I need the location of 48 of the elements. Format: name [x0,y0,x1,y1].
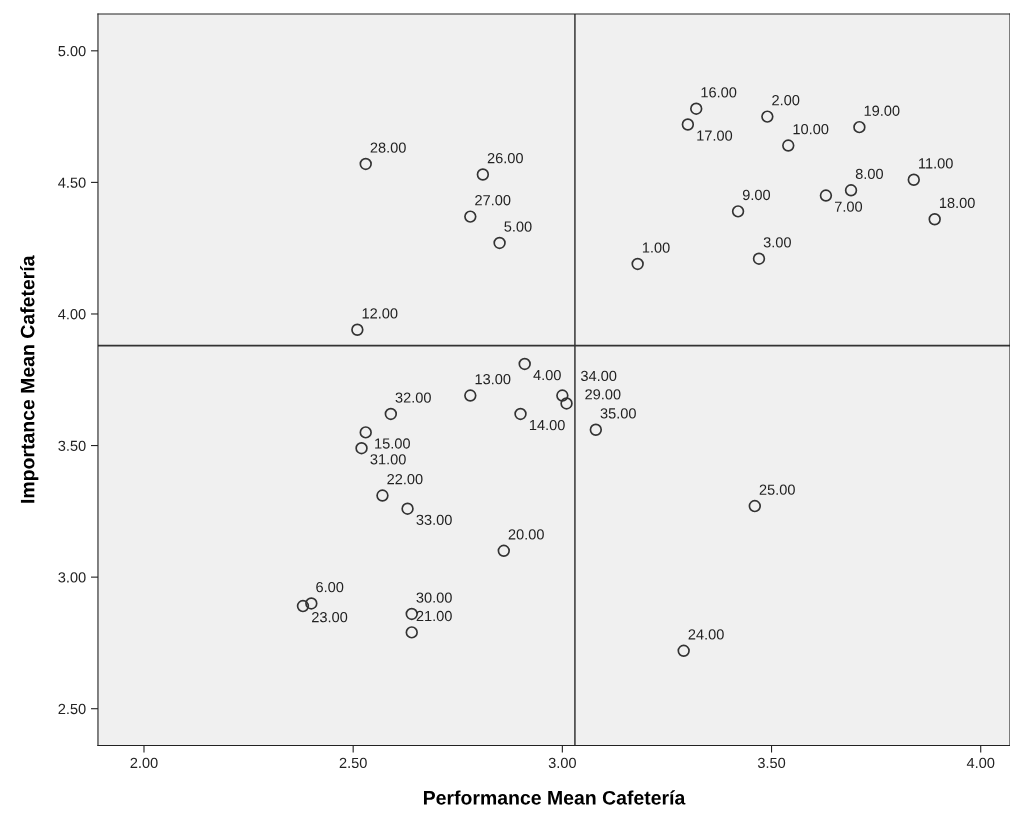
annotation: 9.00 [742,189,771,201]
x-tick-label: 4.00 [966,757,995,769]
annotation: 8.00 [855,168,883,180]
x-tick-label: 2.00 [130,757,158,769]
annotation: 5.00 [504,221,532,232]
annotation: 26.00 [487,152,523,164]
x-tick-label: 3.50 [757,757,786,769]
annotation: 29.00 [585,389,621,400]
y-tick-label: 5.00 [58,45,86,57]
annotation: 28.00 [370,142,406,153]
annotation: 4.00 [533,369,561,381]
annotation: 7.00 [835,201,863,212]
annotation: 20.00 [508,529,544,540]
annotation: 12.00 [362,308,398,319]
annotation: 18.00 [939,197,975,209]
annotation: 14.00 [529,419,565,431]
annotation: 10.00 [793,124,829,135]
annotation: 32.00 [395,392,431,403]
annotation: 13.00 [475,374,511,385]
annotation: 33.00 [416,514,452,525]
annotation: 31.00 [370,454,406,465]
annotation: 3.00 [763,237,791,248]
annotation: 30.00 [416,592,452,603]
annotation: 1.00 [642,242,670,253]
annotation: 21.00 [416,610,452,622]
annotation: 6.00 [316,581,344,593]
annotation: 16.00 [701,87,737,98]
annotation: 2.00 [772,95,800,106]
x-tick-label: 3.00 [548,757,576,769]
annotation: 27.00 [475,195,511,206]
annotation: 22.00 [387,474,423,485]
annotation: 11.00 [919,158,953,169]
y-tick-label: 4.00 [58,309,86,320]
annotation: 19.00 [864,105,900,116]
x-axis-title: Performance Mean Cafetería [423,790,686,805]
annotation: 24.00 [688,629,724,640]
y-tick-label: 3.00 [58,572,86,583]
y-axis-title: Importance Mean Cafetería [20,255,39,503]
annotation: 25.00 [759,484,795,495]
y-tick-label: 4.50 [58,177,86,188]
y-tick-label: 3.50 [58,440,86,451]
annotation: 23.00 [312,612,348,623]
annotation: 15.00 [375,438,410,449]
annotation: 35.00 [600,408,636,419]
annotation: 17.00 [697,130,733,141]
x-tick-label: 2.50 [339,757,367,769]
annotation: 34.00 [580,370,617,382]
y-tick-label: 2.50 [58,703,86,715]
